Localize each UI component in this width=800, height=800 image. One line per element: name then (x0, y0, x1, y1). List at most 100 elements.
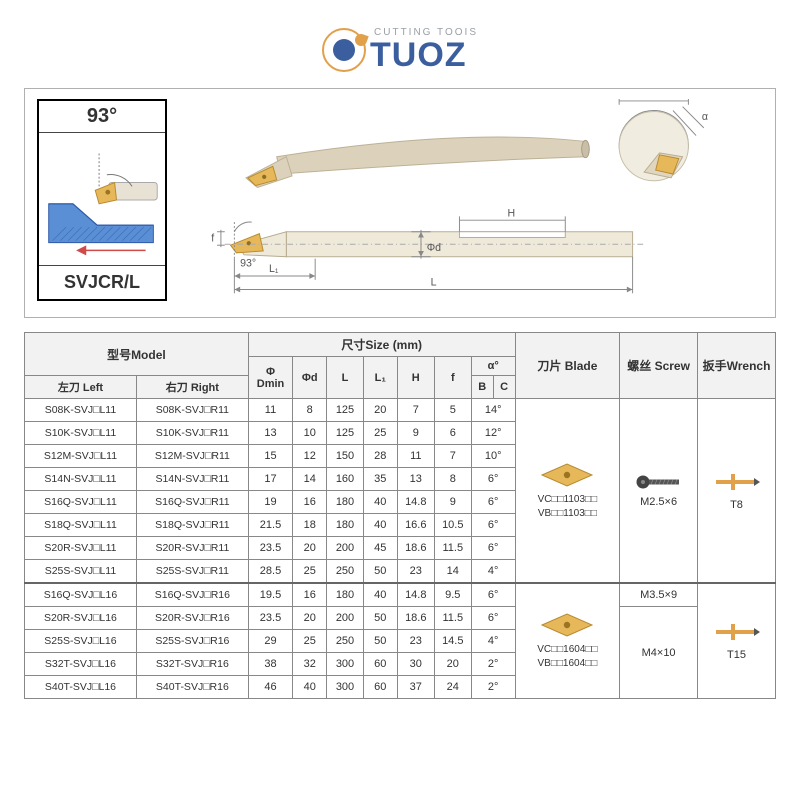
cell-f: 8 (434, 468, 471, 491)
logo-title: TUOZ (370, 38, 467, 72)
cell-left: S16Q-SVJ□L16 (25, 583, 137, 607)
svg-text:f: f (211, 232, 214, 244)
cell-H: 37 (397, 676, 434, 699)
cell-H: 23 (397, 630, 434, 653)
product-info-box: 93° (37, 99, 167, 301)
cell-alpha: 10° (471, 445, 515, 468)
cell-dmin: 15 (248, 445, 292, 468)
col-H: H (397, 357, 434, 399)
cell-screw: M4×10 (620, 607, 698, 699)
cell-L1: 20 (363, 399, 397, 422)
cell-phid: 20 (293, 537, 327, 560)
cell-L1: 50 (363, 630, 397, 653)
col-C: C (493, 376, 515, 399)
cell-right: S14N-SVJ□R11 (136, 468, 248, 491)
cell-phid: 10 (293, 422, 327, 445)
cell-dmin: 23.5 (248, 537, 292, 560)
cell-L: 250 (327, 560, 363, 584)
cell-f: 11.5 (434, 537, 471, 560)
cell-f: 5 (434, 399, 471, 422)
cell-right: S08K-SVJ□R11 (136, 399, 248, 422)
cell-L: 160 (327, 468, 363, 491)
col-L: L (327, 357, 363, 399)
cell-L1: 25 (363, 422, 397, 445)
cell-H: 7 (397, 399, 434, 422)
cell-right: S32T-SVJ□R16 (136, 653, 248, 676)
cell-alpha: 2° (471, 653, 515, 676)
cell-left: S40T-SVJ□L16 (25, 676, 137, 699)
col-f: f (434, 357, 471, 399)
cell-left: S08K-SVJ□L11 (25, 399, 137, 422)
svg-text:L: L (431, 277, 437, 289)
cell-left: S14N-SVJ□L11 (25, 468, 137, 491)
cell-phid: 8 (293, 399, 327, 422)
cell-L1: 60 (363, 676, 397, 699)
cell-phid: 12 (293, 445, 327, 468)
cell-left: S25S-SVJ□L16 (25, 630, 137, 653)
cell-phid: 40 (293, 676, 327, 699)
logo-mark-icon (322, 28, 366, 72)
cell-alpha: 4° (471, 560, 515, 584)
cell-H: 9 (397, 422, 434, 445)
table-row: S16Q-SVJ□L16S16Q-SVJ□R1619.5161804014.89… (25, 583, 776, 607)
cell-right: S25S-SVJ□R11 (136, 560, 248, 584)
cell-H: 23 (397, 560, 434, 584)
table-header: 型号Model 尺寸Size (mm) 刀片 Blade 螺丝 Screw 扳手… (25, 333, 776, 399)
cell-right: S20R-SVJ□R16 (136, 607, 248, 630)
cell-H: 18.6 (397, 607, 434, 630)
cell-dmin: 23.5 (248, 607, 292, 630)
cell-alpha: 6° (471, 537, 515, 560)
cell-f: 9 (434, 491, 471, 514)
cell-dmin: 46 (248, 676, 292, 699)
cell-blade: VC□□1103□□ VB□□1103□□ (515, 399, 620, 584)
cell-L1: 45 (363, 537, 397, 560)
table-row: S20R-SVJ□L16S20R-SVJ□R1623.5202005018.61… (25, 607, 776, 630)
col-screw: 螺丝 Screw (620, 333, 698, 399)
cell-dmin: 19 (248, 491, 292, 514)
cell-alpha: 6° (471, 607, 515, 630)
col-model: 型号Model (25, 333, 249, 376)
cell-dmin: 11 (248, 399, 292, 422)
brand-logo: CUTTING TOOIS TUOZ (24, 28, 776, 72)
cell-L: 250 (327, 630, 363, 653)
cell-dmin: 29 (248, 630, 292, 653)
cell-L1: 40 (363, 583, 397, 607)
cell-alpha: 4° (471, 630, 515, 653)
cell-phid: 25 (293, 630, 327, 653)
cell-L: 300 (327, 653, 363, 676)
col-L1: L₁ (363, 357, 397, 399)
cell-left: S18Q-SVJ□L11 (25, 514, 137, 537)
cell-f: 9.5 (434, 583, 471, 607)
cell-phid: 16 (293, 491, 327, 514)
cell-L1: 50 (363, 607, 397, 630)
cell-left: S20R-SVJ□L11 (25, 537, 137, 560)
cell-right: S40T-SVJ□R16 (136, 676, 248, 699)
cell-left: S16Q-SVJ□L11 (25, 491, 137, 514)
cell-right: S10K-SVJ□R11 (136, 422, 248, 445)
cell-left: S10K-SVJ□L11 (25, 422, 137, 445)
cell-right: S18Q-SVJ□R11 (136, 514, 248, 537)
cell-L1: 35 (363, 468, 397, 491)
cell-L1: 60 (363, 653, 397, 676)
cell-blade: VC□□1604□□ VB□□1604□□ (515, 583, 620, 699)
cell-alpha: 12° (471, 422, 515, 445)
cell-H: 14.8 (397, 491, 434, 514)
approach-angle-label: 93° (39, 101, 165, 133)
spec-table: 型号Model 尺寸Size (mm) 刀片 Blade 螺丝 Screw 扳手… (24, 332, 776, 699)
cell-alpha: 6° (471, 468, 515, 491)
cell-dmin: 28.5 (248, 560, 292, 584)
cell-L: 200 (327, 537, 363, 560)
cell-alpha: 6° (471, 514, 515, 537)
cell-f: 14 (434, 560, 471, 584)
cell-f: 10.5 (434, 514, 471, 537)
cell-f: 14.5 (434, 630, 471, 653)
cell-L1: 40 (363, 514, 397, 537)
col-dmin: Φ Dmin (248, 357, 292, 399)
cell-alpha: 14° (471, 399, 515, 422)
cell-H: 30 (397, 653, 434, 676)
cell-H: 11 (397, 445, 434, 468)
col-blade: 刀片 Blade (515, 333, 620, 399)
cell-f: 24 (434, 676, 471, 699)
cell-phid: 20 (293, 607, 327, 630)
product-code-label: SVJCR/L (39, 265, 165, 299)
